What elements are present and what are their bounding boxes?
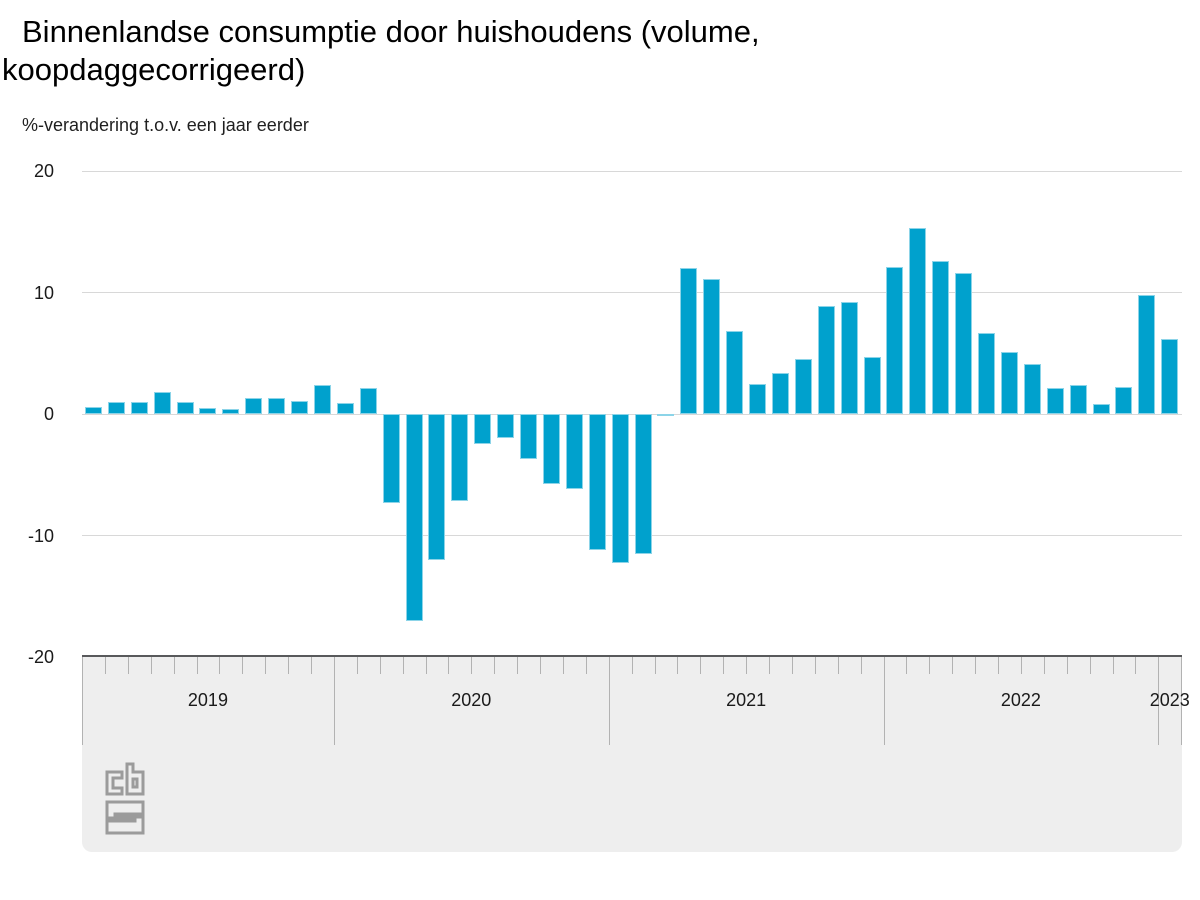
gridline: [82, 170, 1182, 172]
bar: [1092, 404, 1110, 414]
bar: [1046, 388, 1064, 414]
bar: [1115, 387, 1133, 414]
chart-title: Binnenlandse consumptie door huishoudens…: [2, 13, 762, 89]
cbs-logo-icon: [105, 762, 145, 835]
bar: [176, 401, 194, 414]
bar: [611, 414, 629, 564]
bar: [84, 406, 102, 414]
bar: [886, 266, 904, 414]
chart-title-line-1: Binnenlandse consumptie door huishoudens…: [22, 14, 760, 49]
bar: [657, 414, 675, 417]
bar: [199, 407, 217, 414]
y-axis-tick-label: 0: [43, 404, 54, 424]
bar: [703, 279, 721, 414]
bar: [405, 414, 423, 621]
bar: [863, 356, 881, 414]
x-axis-line: [82, 655, 1182, 657]
bar: [680, 268, 698, 414]
y-axis-tick-label: -10: [27, 525, 54, 546]
bar: [428, 414, 446, 560]
bar: [1161, 338, 1179, 414]
bar: [130, 401, 148, 414]
bar: [909, 228, 927, 414]
bar: [153, 392, 171, 414]
y-axis-tick-label: 20: [33, 161, 54, 181]
bar: [932, 260, 950, 414]
bar: [1138, 294, 1156, 414]
bar: [817, 305, 835, 414]
bar: [1023, 364, 1041, 414]
x-axis-band: [82, 655, 1182, 852]
bar: [955, 273, 973, 414]
bar: [451, 414, 469, 502]
bar: [726, 331, 744, 414]
chart-subtitle: %-verandering t.o.v. een jaar eerder: [22, 115, 309, 135]
bar: [520, 414, 538, 459]
bar: [359, 388, 377, 414]
bar: [771, 372, 789, 414]
bar: [382, 414, 400, 503]
bar: [588, 414, 606, 551]
bar: [497, 414, 515, 439]
chart-title-line-2: koopdaggecorrigeerd): [2, 52, 306, 87]
bar: [1000, 352, 1018, 414]
bar: [313, 384, 331, 414]
bar: [840, 302, 858, 414]
bar: [474, 414, 492, 445]
bar: [565, 414, 583, 490]
bar: [634, 414, 652, 554]
bar: [336, 403, 354, 414]
bar: [245, 398, 263, 414]
bar: [268, 398, 286, 414]
bar: [794, 359, 812, 414]
bar: [1069, 384, 1087, 414]
bar: [542, 414, 560, 485]
y-axis-tick-label: -20: [27, 647, 54, 667]
y-axis-tick-label: 10: [33, 282, 54, 303]
gridline: [82, 292, 1182, 293]
gridline: [82, 413, 1182, 415]
bar: [749, 383, 767, 414]
bar: [978, 332, 996, 414]
bar: [107, 401, 125, 414]
bar: [291, 400, 309, 414]
bar: [222, 409, 240, 414]
gridline: [82, 535, 1182, 536]
